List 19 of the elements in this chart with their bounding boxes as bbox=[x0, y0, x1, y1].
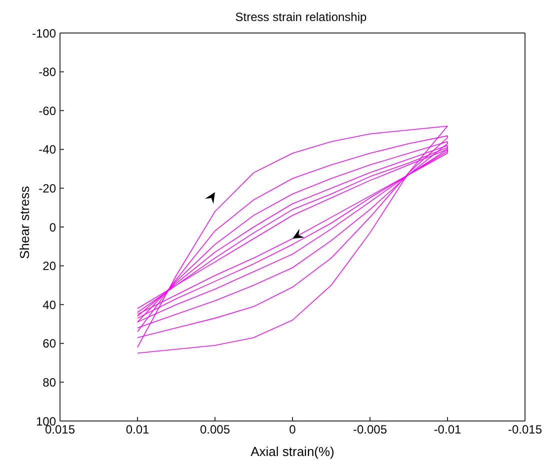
chart-title: Stress strain relationship bbox=[234, 10, 368, 24]
y-tick-label: -60 bbox=[38, 104, 56, 118]
y-tick-label: 80 bbox=[42, 375, 56, 390]
x-tick-label: 0 bbox=[289, 422, 296, 437]
y-axis-title: Shear stress bbox=[16, 186, 32, 258]
y-tick-label: -40 bbox=[38, 142, 56, 157]
y-tick-label: 20 bbox=[42, 259, 56, 274]
x-tick-label: -0.015 bbox=[508, 422, 542, 437]
y-tick-label: 40 bbox=[42, 298, 56, 312]
y-tick-label: 60 bbox=[42, 336, 56, 351]
x-tick-label: 0.005 bbox=[200, 422, 230, 437]
y-tick-label: -80 bbox=[38, 65, 56, 80]
x-tick-label: -0.005 bbox=[352, 422, 388, 437]
y-tick-label: 0 bbox=[49, 220, 56, 234]
y-tick-label: -100 bbox=[32, 26, 56, 40]
x-tick-label: -0.01 bbox=[434, 422, 462, 437]
x-axis-title: Axial strain(%) bbox=[250, 444, 334, 459]
x-tick-label: 0.01 bbox=[126, 422, 150, 437]
y-tick-label: -20 bbox=[38, 181, 56, 196]
